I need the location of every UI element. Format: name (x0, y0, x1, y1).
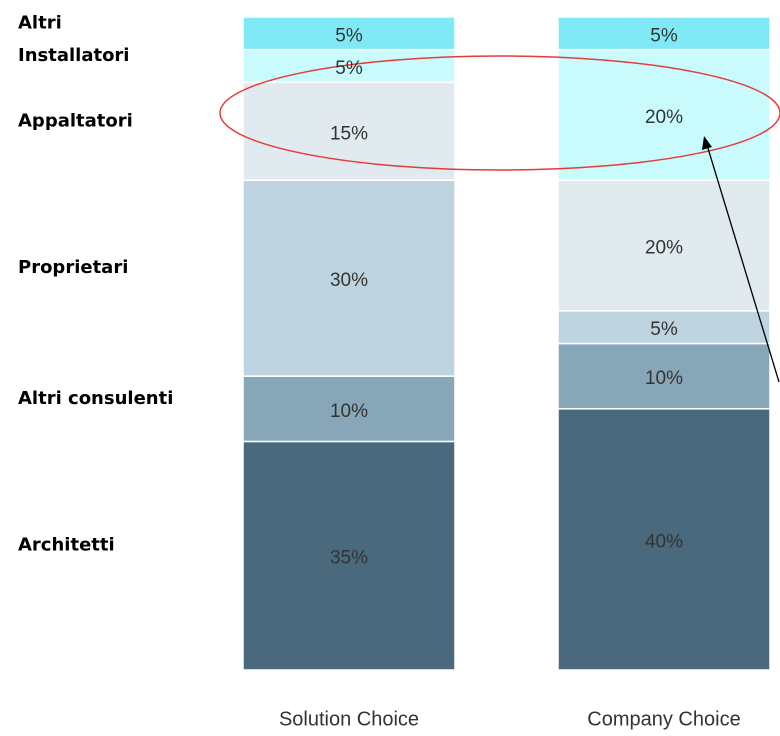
legend-label: Installatori (18, 45, 129, 66)
data-label: 40% (645, 531, 683, 552)
arrow-head (702, 136, 712, 150)
legend-label: Proprietari (18, 257, 128, 278)
data-label: 35% (330, 548, 368, 569)
bar-segment (557, 310, 771, 345)
legend-label: Architetti (18, 535, 115, 556)
data-label: 20% (645, 238, 683, 259)
highlight-ellipse (219, 55, 780, 171)
data-label: 10% (645, 368, 683, 389)
x-tick-label: Solution Choice (279, 708, 419, 730)
data-label: 5% (335, 58, 363, 79)
bar-segment (242, 81, 456, 181)
arrow (706, 144, 780, 383)
data-label: 10% (330, 401, 368, 422)
data-label: 20% (645, 107, 683, 128)
data-label: 5% (650, 319, 678, 340)
data-label: 5% (650, 25, 678, 46)
bar-segment (242, 440, 456, 671)
data-label: 15% (330, 123, 368, 144)
bar-segment (242, 16, 456, 51)
x-tick-label: Company Choice (587, 708, 740, 730)
bar-segment (242, 48, 456, 84)
data-label: 5% (335, 25, 363, 46)
data-label: 30% (330, 270, 368, 291)
bar-segment (557, 16, 771, 51)
legend-label: Altri consulenti (18, 388, 173, 409)
bar-segment (557, 342, 771, 410)
bar-segment (242, 375, 456, 443)
legend-label: Appaltatori (18, 110, 133, 131)
bar-segment (557, 179, 771, 312)
legend-label: Altri (18, 12, 62, 33)
bar-segment (557, 48, 771, 182)
bars (242, 16, 771, 671)
bar-segment (557, 408, 771, 671)
